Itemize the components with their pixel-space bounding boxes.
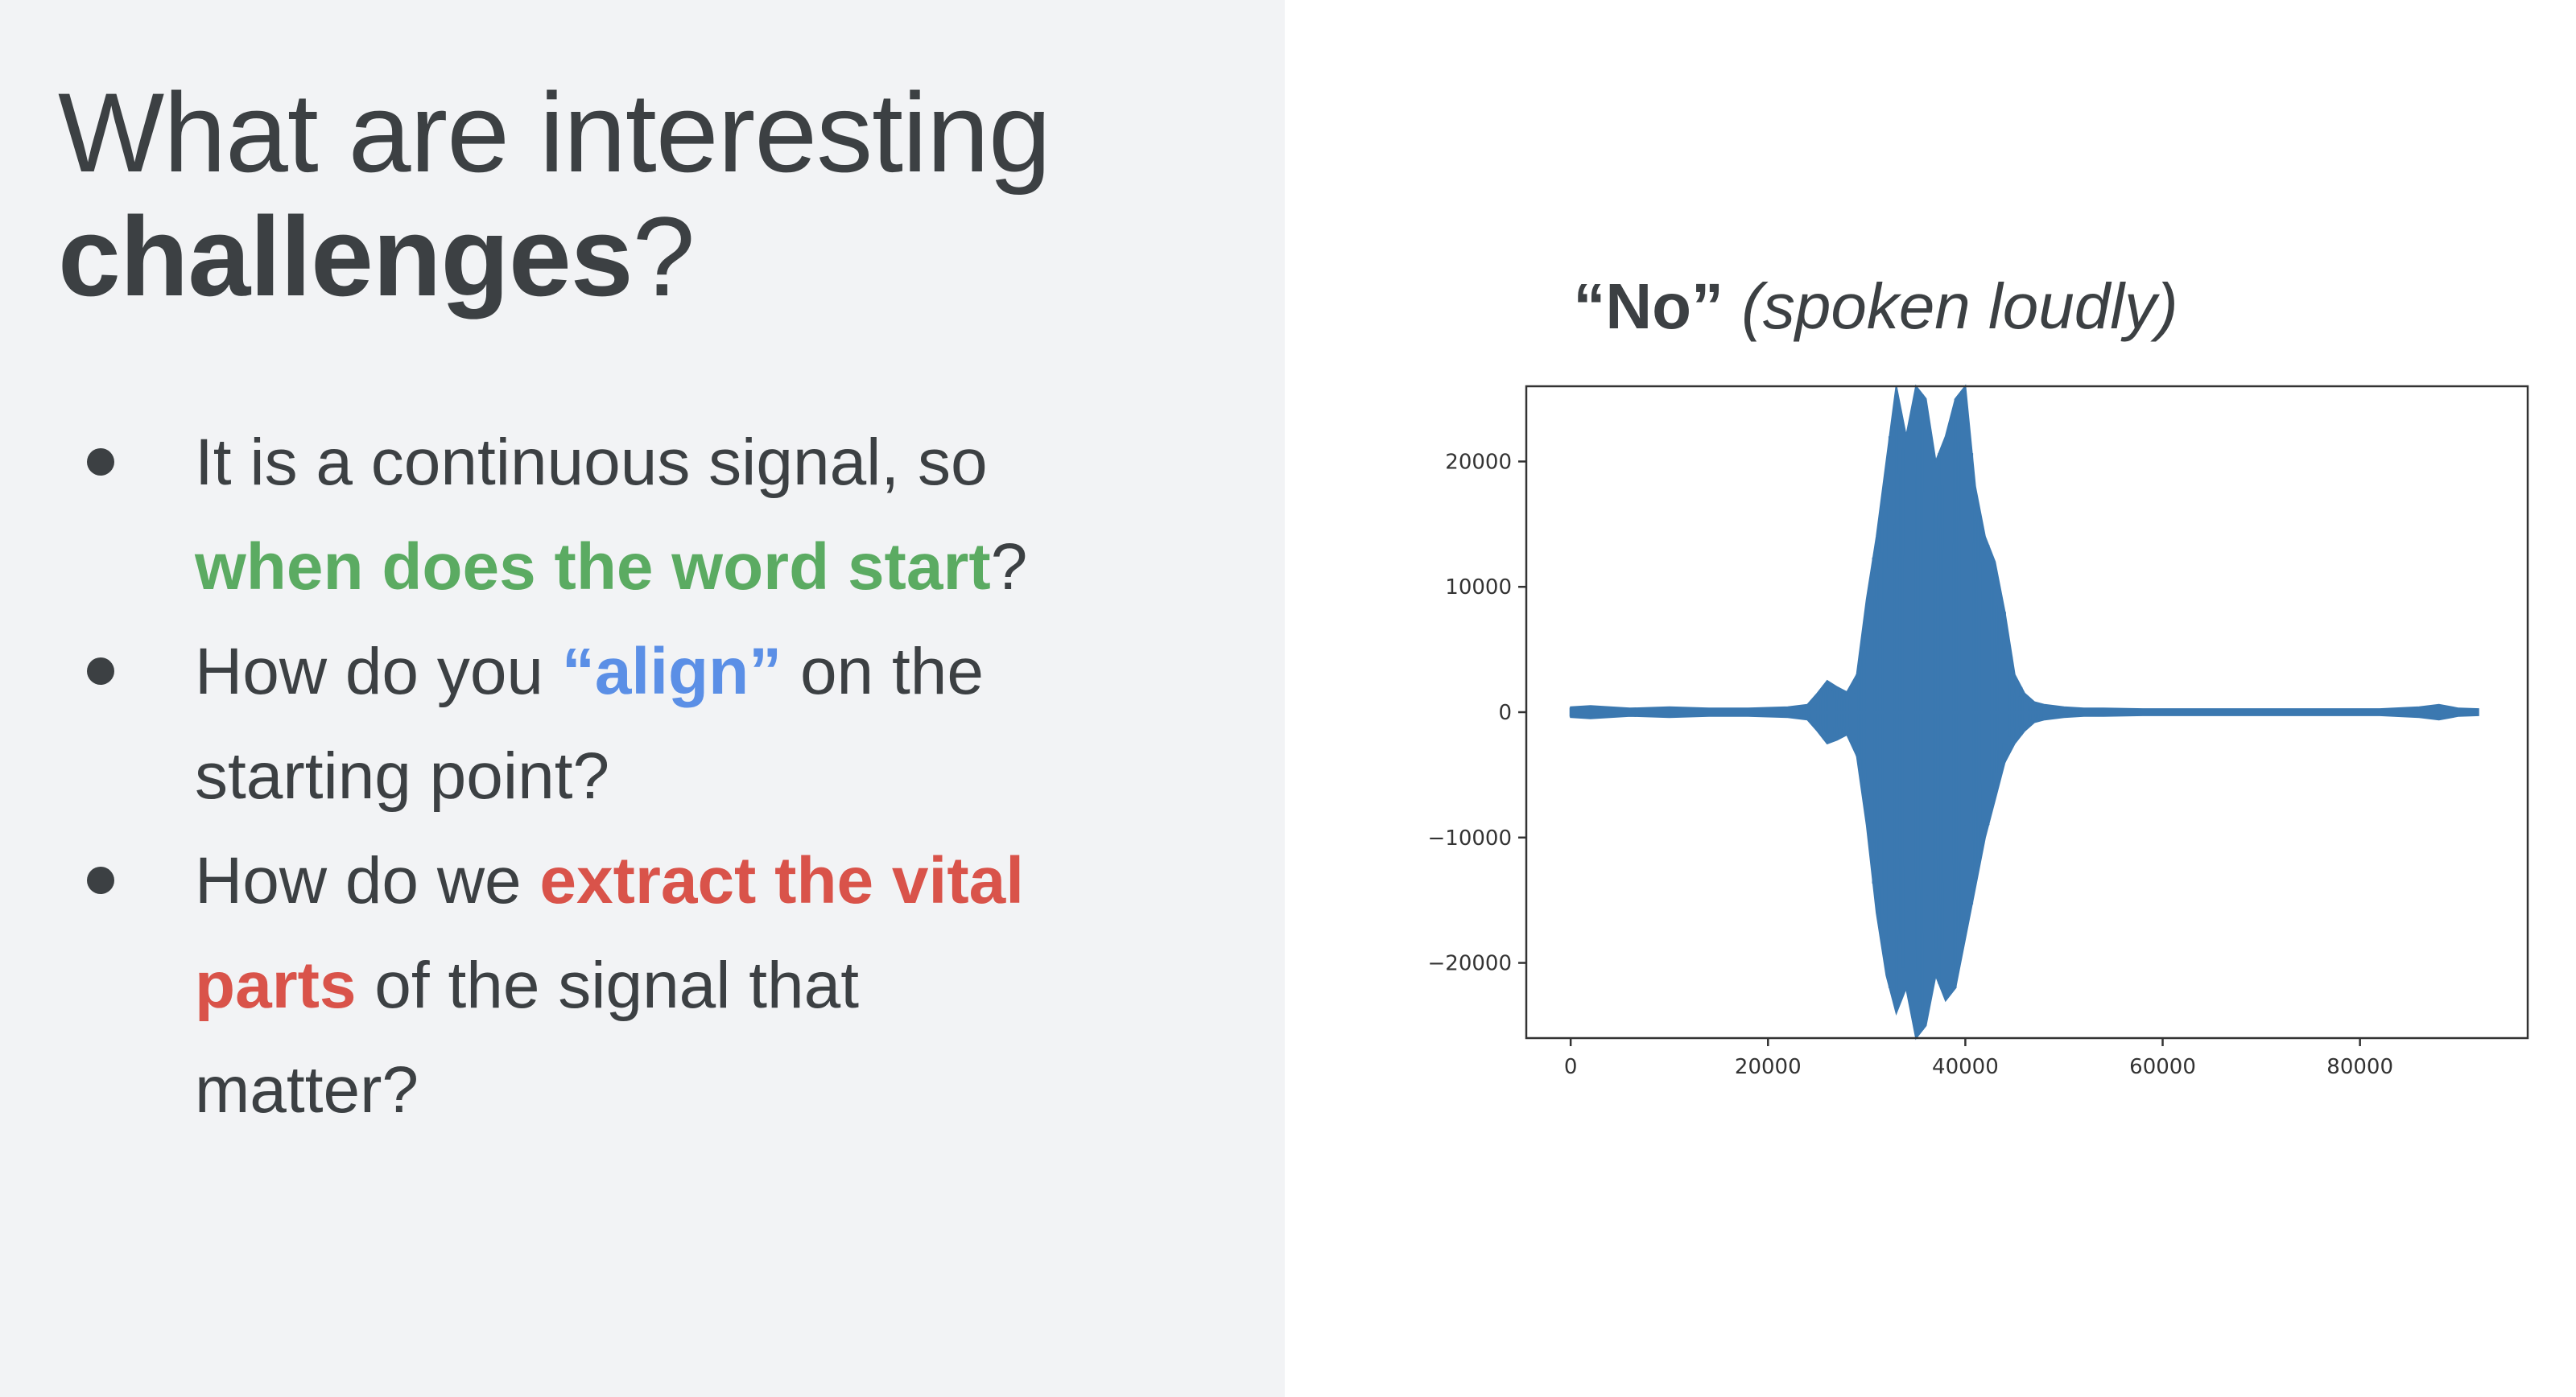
bullet-2-before: How do you	[195, 635, 562, 708]
bullet-1-text: It is a continuous signal, so	[195, 426, 988, 499]
bullet-3-highlight-1: extract the vital	[539, 844, 1025, 917]
chart-title-note: (spoken loudly)	[1741, 270, 2178, 342]
bullet-3-line-3: matter?	[195, 1053, 419, 1127]
bullet-item-3: How do we extract the vital parts of the…	[72, 829, 1264, 1143]
slide-title: What are interesting challenges?	[58, 71, 1051, 319]
x-tick-label: 20000	[1735, 1055, 1802, 1079]
bullet-item-2: How do you “align” on the starting point…	[72, 620, 1264, 829]
x-tick-label: 0	[1564, 1055, 1578, 1079]
y-tick-label: −10000	[1428, 826, 1513, 851]
y-tick-label: 10000	[1445, 575, 1512, 600]
bullet-3-after: of the signal that	[356, 949, 860, 1022]
bullet-2-after: on the	[782, 635, 984, 708]
bullet-1-highlight: when does the word start	[195, 530, 991, 604]
title-bold-word: challenges	[58, 193, 634, 319]
chart-title-word: “No”	[1573, 270, 1724, 342]
bullet-list: It is a continuous signal, so when does …	[72, 410, 1264, 1143]
x-tick-label: 80000	[2326, 1055, 2393, 1079]
x-axis: 0 20000 40000 60000 80000	[1564, 1038, 2393, 1079]
bullet-item-1: It is a continuous signal, so when does …	[72, 410, 1264, 620]
x-tick-label: 60000	[2129, 1055, 2196, 1079]
y-axis: 20000 10000 0 −10000 −20000	[1428, 450, 1526, 976]
chart-title: “No” (spoken loudly)	[1320, 262, 2431, 351]
x-tick-label: 40000	[1932, 1055, 1999, 1079]
waveform-chart: 20000 10000 0 −10000 −20000 0 20000 40000 60000…	[1428, 384, 2529, 1079]
bullet-dot-icon	[87, 867, 114, 894]
bullet-2-line-2: starting point?	[195, 740, 610, 813]
title-line-1: What are interesting	[58, 69, 1051, 196]
y-tick-label: −20000	[1428, 952, 1513, 976]
bullet-3-before: How do we	[195, 844, 540, 917]
bullet-3-highlight-2: parts	[195, 949, 357, 1022]
title-question-mark: ?	[632, 193, 696, 319]
text-panel: What are interesting challenges? It is a…	[0, 0, 1285, 1397]
plot-marks	[1569, 384, 2479, 1041]
bullet-1-after: ?	[990, 530, 1028, 604]
y-tick-label: 0	[1498, 701, 1512, 725]
y-tick-label: 20000	[1445, 450, 1512, 474]
bullet-dot-icon	[87, 657, 114, 685]
bullet-dot-icon	[87, 448, 114, 476]
bullet-2-highlight: “align”	[561, 635, 782, 708]
